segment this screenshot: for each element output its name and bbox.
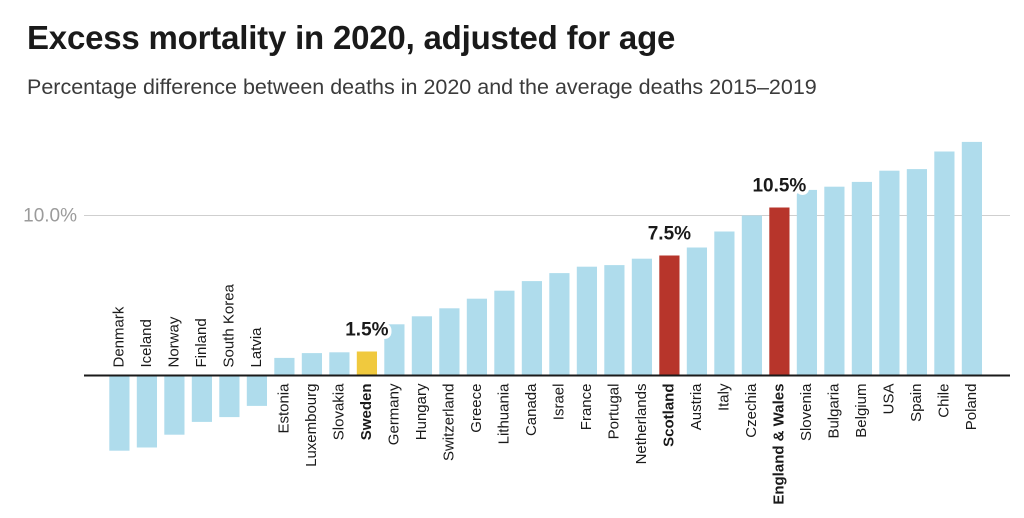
svg-text:England & Wales: England & Wales [770,384,787,505]
svg-text:Slovakia: Slovakia [330,383,347,440]
svg-text:Estonia: Estonia [275,383,292,434]
svg-text:Hungary: Hungary [413,383,430,440]
svg-text:Portugal: Portugal [605,384,622,440]
svg-text:Bulgaria: Bulgaria [825,383,842,439]
svg-text:1.5%: 1.5% [345,320,388,341]
svg-text:Slovenia: Slovenia [798,383,815,441]
svg-text:Belgium: Belgium [853,384,870,438]
svg-text:Iceland: Iceland [138,319,155,367]
svg-text:Chile: Chile [935,384,952,418]
svg-text:Netherlands: Netherlands [633,384,650,465]
svg-text:Sweden: Sweden [358,384,375,441]
svg-text:Denmark: Denmark [110,306,127,367]
svg-text:Czechia: Czechia [743,383,760,438]
svg-text:Spain: Spain [908,384,925,422]
svg-text:Scotland: Scotland [660,384,677,447]
svg-text:Norway: Norway [165,316,182,367]
svg-text:Austria: Austria [688,383,705,430]
svg-text:10.0%: 10.0% [23,206,77,227]
svg-text:7.5%: 7.5% [648,224,691,245]
svg-text:Italy: Italy [715,383,732,411]
svg-text:Canada: Canada [523,383,540,436]
svg-text:Greece: Greece [468,384,485,433]
svg-text:Germany: Germany [385,383,402,445]
svg-text:Lithuania: Lithuania [495,383,512,445]
svg-text:France: France [578,384,595,431]
svg-text:Latvia: Latvia [248,327,265,368]
svg-text:Luxembourg: Luxembourg [303,384,320,467]
svg-text:USA: USA [880,384,897,415]
svg-text:Poland: Poland [963,384,980,431]
svg-text:Israel: Israel [550,384,567,421]
svg-text:Finland: Finland [193,318,210,367]
svg-text:South Korea: South Korea [220,283,237,367]
svg-text:10.5%: 10.5% [752,176,806,197]
svg-text:Switzerland: Switzerland [440,384,457,462]
